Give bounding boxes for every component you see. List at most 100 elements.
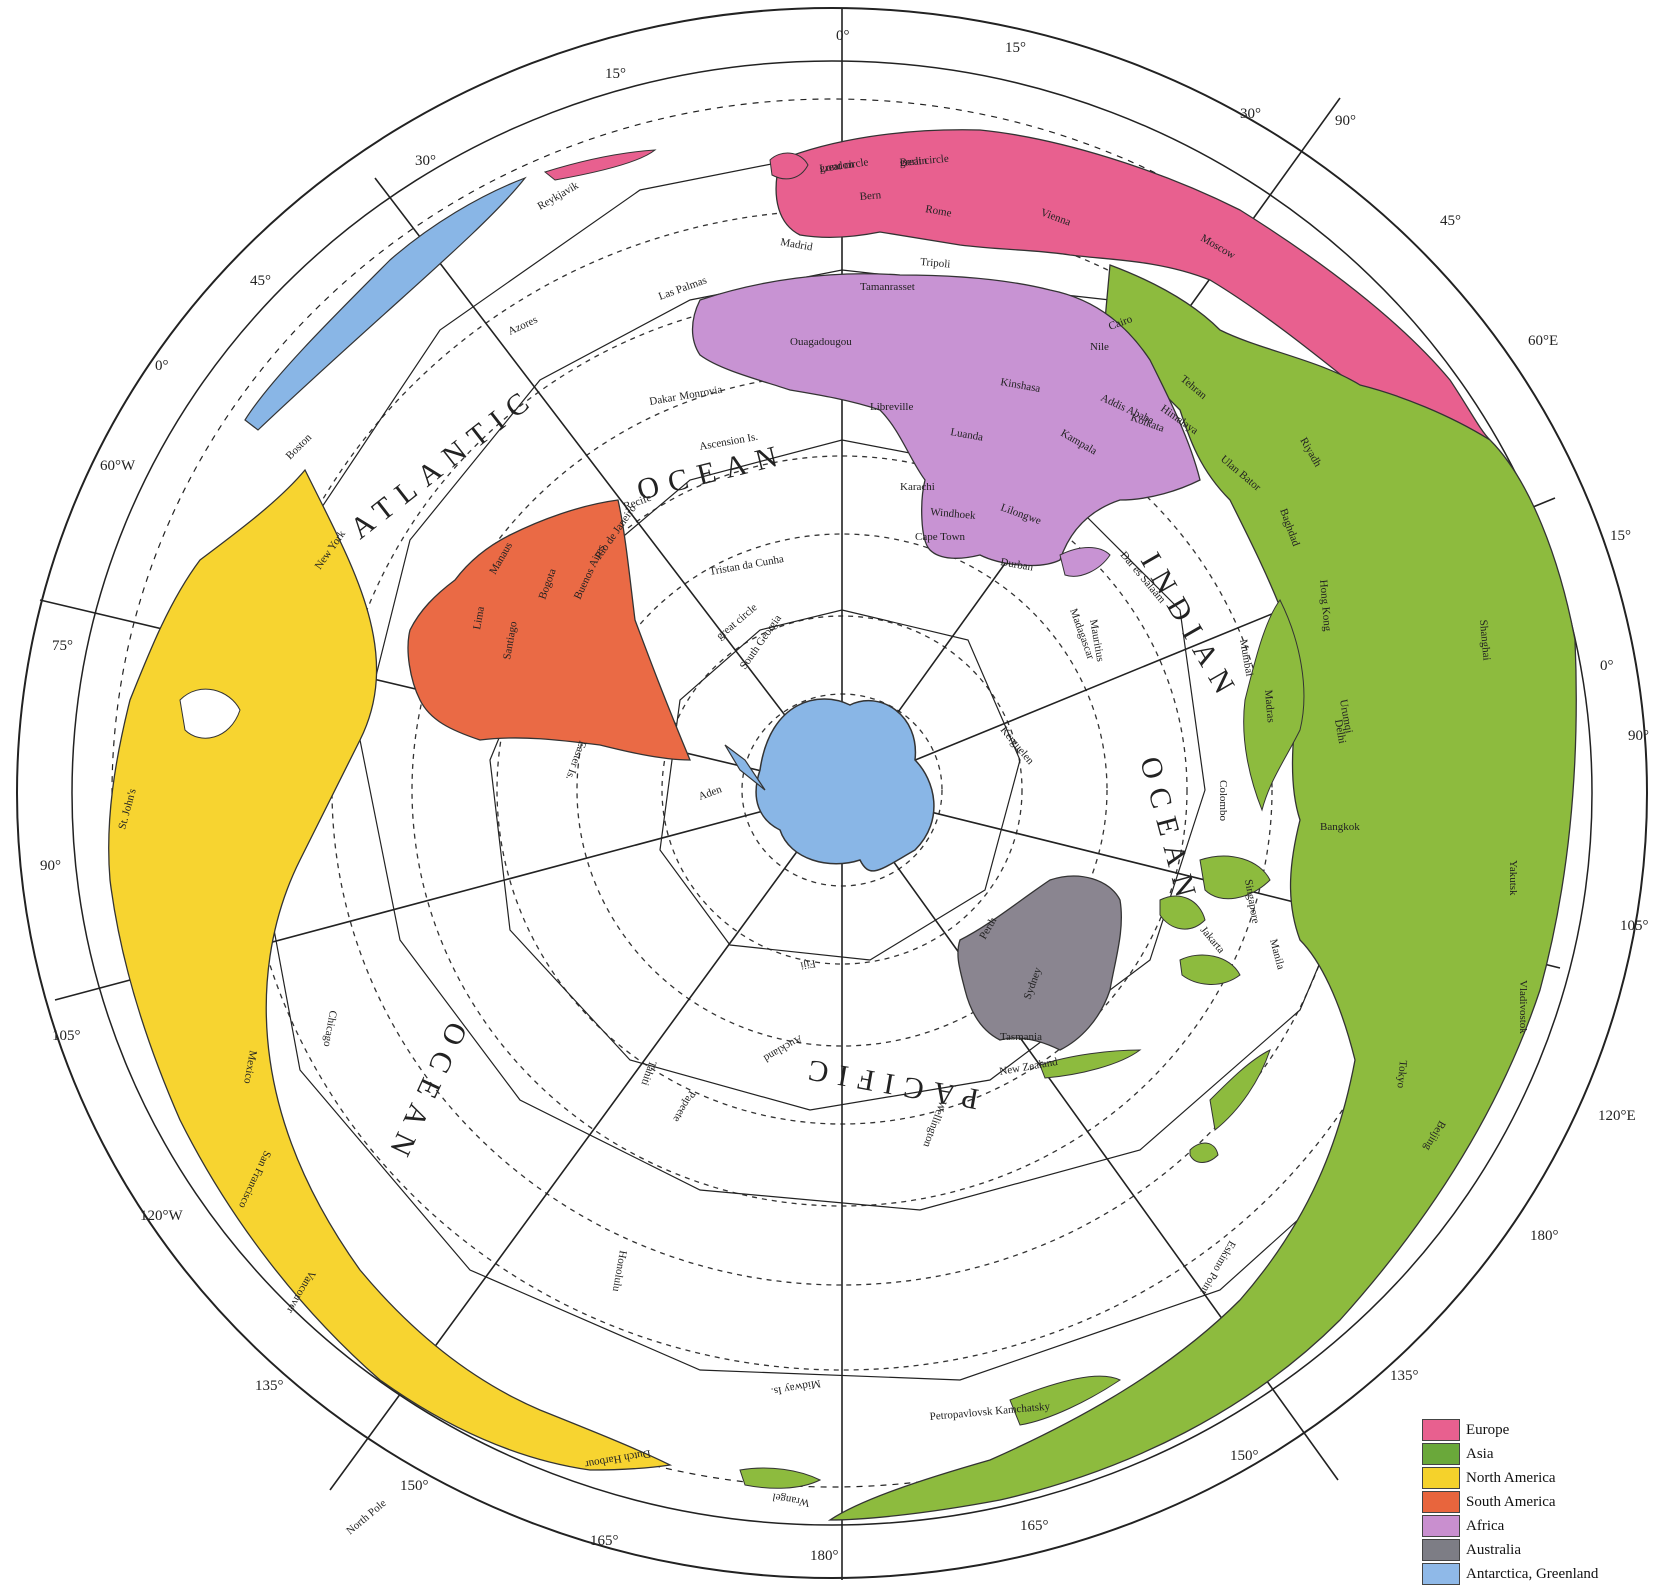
north-america (108, 468, 673, 1471)
place-label: Lima (471, 605, 487, 630)
place-label: Ouagadougou (790, 336, 852, 348)
chukotka (739, 1467, 822, 1489)
britain (769, 152, 809, 180)
degree-label: 0° (836, 28, 850, 44)
legend-label: Asia (1466, 1445, 1494, 1462)
place-label: Eskimo Point (1198, 1239, 1238, 1297)
place-label: Luanda (949, 426, 984, 444)
antarctica (755, 698, 935, 872)
madagascar (1059, 547, 1111, 577)
map-legend: Europe Asia North America South America … (1422, 1418, 1658, 1586)
place-label: Monrovia (678, 384, 723, 403)
degree-label: 30° (1240, 106, 1261, 122)
degree-label: 135° (1390, 1368, 1419, 1384)
place-label: Wrangel (772, 1491, 811, 1509)
legend-label: Antarctica, Greenland (1466, 1565, 1599, 1582)
greenland (244, 176, 527, 431)
place-label: Tasmania (1000, 1031, 1042, 1043)
africa (691, 273, 1201, 567)
place-label: Urumqi (1337, 698, 1355, 734)
place-label: Mumbai (1237, 638, 1255, 677)
place-label: Madrid (779, 236, 813, 254)
place-label: London (819, 158, 855, 175)
place-label: Dakar (648, 391, 677, 408)
place-label: Auckland (761, 1032, 804, 1064)
legend-item-north-america: North America (1422, 1466, 1658, 1490)
place-label: Rome (924, 203, 952, 219)
degree-labels: 0° 15° 30° 90° 45° 60°E 15° 0° 90° 105° … (40, 28, 1649, 1564)
place-label: Berlin (899, 155, 928, 169)
meridian-lines (39, 8, 1561, 1580)
place-label: Honolulu (610, 1249, 629, 1293)
legend-swatch (1422, 1491, 1460, 1513)
degree-label: 90° (40, 858, 61, 874)
place-label: Fiji (799, 957, 816, 971)
degree-label: 60°E (1528, 333, 1558, 349)
degree-label: 105° (1620, 918, 1649, 934)
degree-label: 105° (52, 1028, 81, 1044)
place-label: Easter Is. (563, 739, 588, 782)
legend-item-africa: Africa (1422, 1514, 1658, 1538)
legend-item-europe: Europe (1422, 1418, 1658, 1442)
japan (1189, 1049, 1271, 1163)
degree-label: 150° (400, 1478, 429, 1494)
degree-label: 45° (250, 273, 271, 289)
legend-swatch (1422, 1443, 1460, 1465)
place-label: Midway Is. (770, 1377, 822, 1398)
degree-label: 120°W (140, 1208, 183, 1224)
india (1243, 599, 1305, 812)
degree-label: 165° (1020, 1518, 1049, 1534)
place-label: Windhoek (930, 506, 977, 522)
legend-label: South America (1466, 1493, 1556, 1510)
legend-swatch (1422, 1419, 1460, 1441)
degree-label: 0° (1600, 658, 1614, 674)
southeast-asia-islands (1159, 855, 1271, 985)
place-label: Mexico (241, 1049, 259, 1085)
legend-label: Australia (1466, 1541, 1521, 1558)
degree-label: 30° (415, 153, 436, 169)
place-label: Tokyo (1395, 1060, 1409, 1089)
place-label: Manila (1267, 938, 1287, 971)
place-label: Chicago (321, 1009, 339, 1048)
legend-swatch (1422, 1515, 1460, 1537)
new-guinea (1039, 1049, 1142, 1079)
place-label: Boston (284, 431, 315, 462)
place-label: Papeete (670, 1089, 698, 1125)
place-label: Vladivostok (1517, 980, 1529, 1034)
antarctic-peninsula (724, 744, 766, 791)
degree-label: 90° (1628, 728, 1649, 744)
legend-item-antarctica-greenland: Antarctica, Greenland (1422, 1562, 1658, 1586)
place-label: Nile (1090, 341, 1109, 353)
legend-label: Africa (1466, 1517, 1505, 1534)
hudson-bay-cutout (179, 688, 241, 739)
legend-swatch (1422, 1563, 1460, 1585)
legend-item-south-america: South America (1422, 1490, 1658, 1514)
iceland (543, 149, 657, 181)
place-label: Bangkok (1320, 821, 1360, 833)
place-label: Reykjavik (536, 179, 582, 212)
ocean-label: PACIFIC (796, 1051, 981, 1115)
place-label: Tripoli (920, 256, 951, 271)
ocean-label: OCEAN (1133, 753, 1205, 910)
legend-item-australia: Australia (1422, 1538, 1658, 1562)
degree-label: 45° (1440, 213, 1461, 229)
degree-label: 135° (255, 1378, 284, 1394)
place-label: Shanghai (1477, 619, 1493, 661)
ocean-label: OCEAN (379, 1017, 474, 1170)
degree-label: 15° (1610, 528, 1631, 544)
degree-label: 15° (605, 66, 626, 82)
degree-label: 90° (1335, 113, 1356, 129)
place-label: Kerguelen (998, 724, 1037, 767)
legend-swatch (1422, 1467, 1460, 1489)
legend-label: Europe (1466, 1421, 1510, 1438)
place-label: Tamanrasset (860, 281, 915, 293)
place-label: Las Palmas (657, 274, 708, 303)
degree-label: 180° (810, 1548, 839, 1564)
place-label: Delhi (1332, 718, 1348, 744)
degree-label: 120°E (1598, 1108, 1636, 1124)
legend-item-asia: Asia (1422, 1442, 1658, 1466)
place-label: Cape Town (915, 531, 966, 543)
place-label: Hong Kong (1317, 579, 1333, 632)
place-label: Durban (999, 556, 1034, 574)
place-label: Libreville (870, 401, 913, 413)
